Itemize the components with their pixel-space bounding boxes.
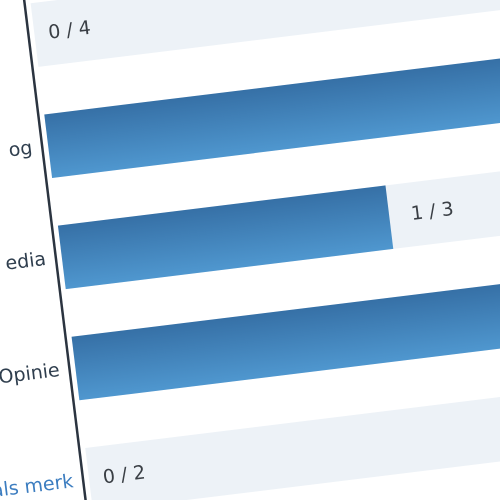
value-label: 0 / 2 [102, 461, 147, 488]
bar [44, 0, 500, 178]
category-label: edia [4, 248, 47, 275]
bar-track [85, 326, 500, 500]
bar [71, 214, 500, 401]
category-label: als merk [0, 470, 75, 500]
value-label: 1 / 3 [410, 198, 455, 225]
category-label: Opinie [0, 359, 61, 388]
category-label: og [7, 137, 33, 162]
value-label: 0 / 4 [47, 17, 92, 44]
bar [57, 185, 394, 290]
bar-track [30, 0, 500, 67]
axis-line [2, 0, 109, 500]
